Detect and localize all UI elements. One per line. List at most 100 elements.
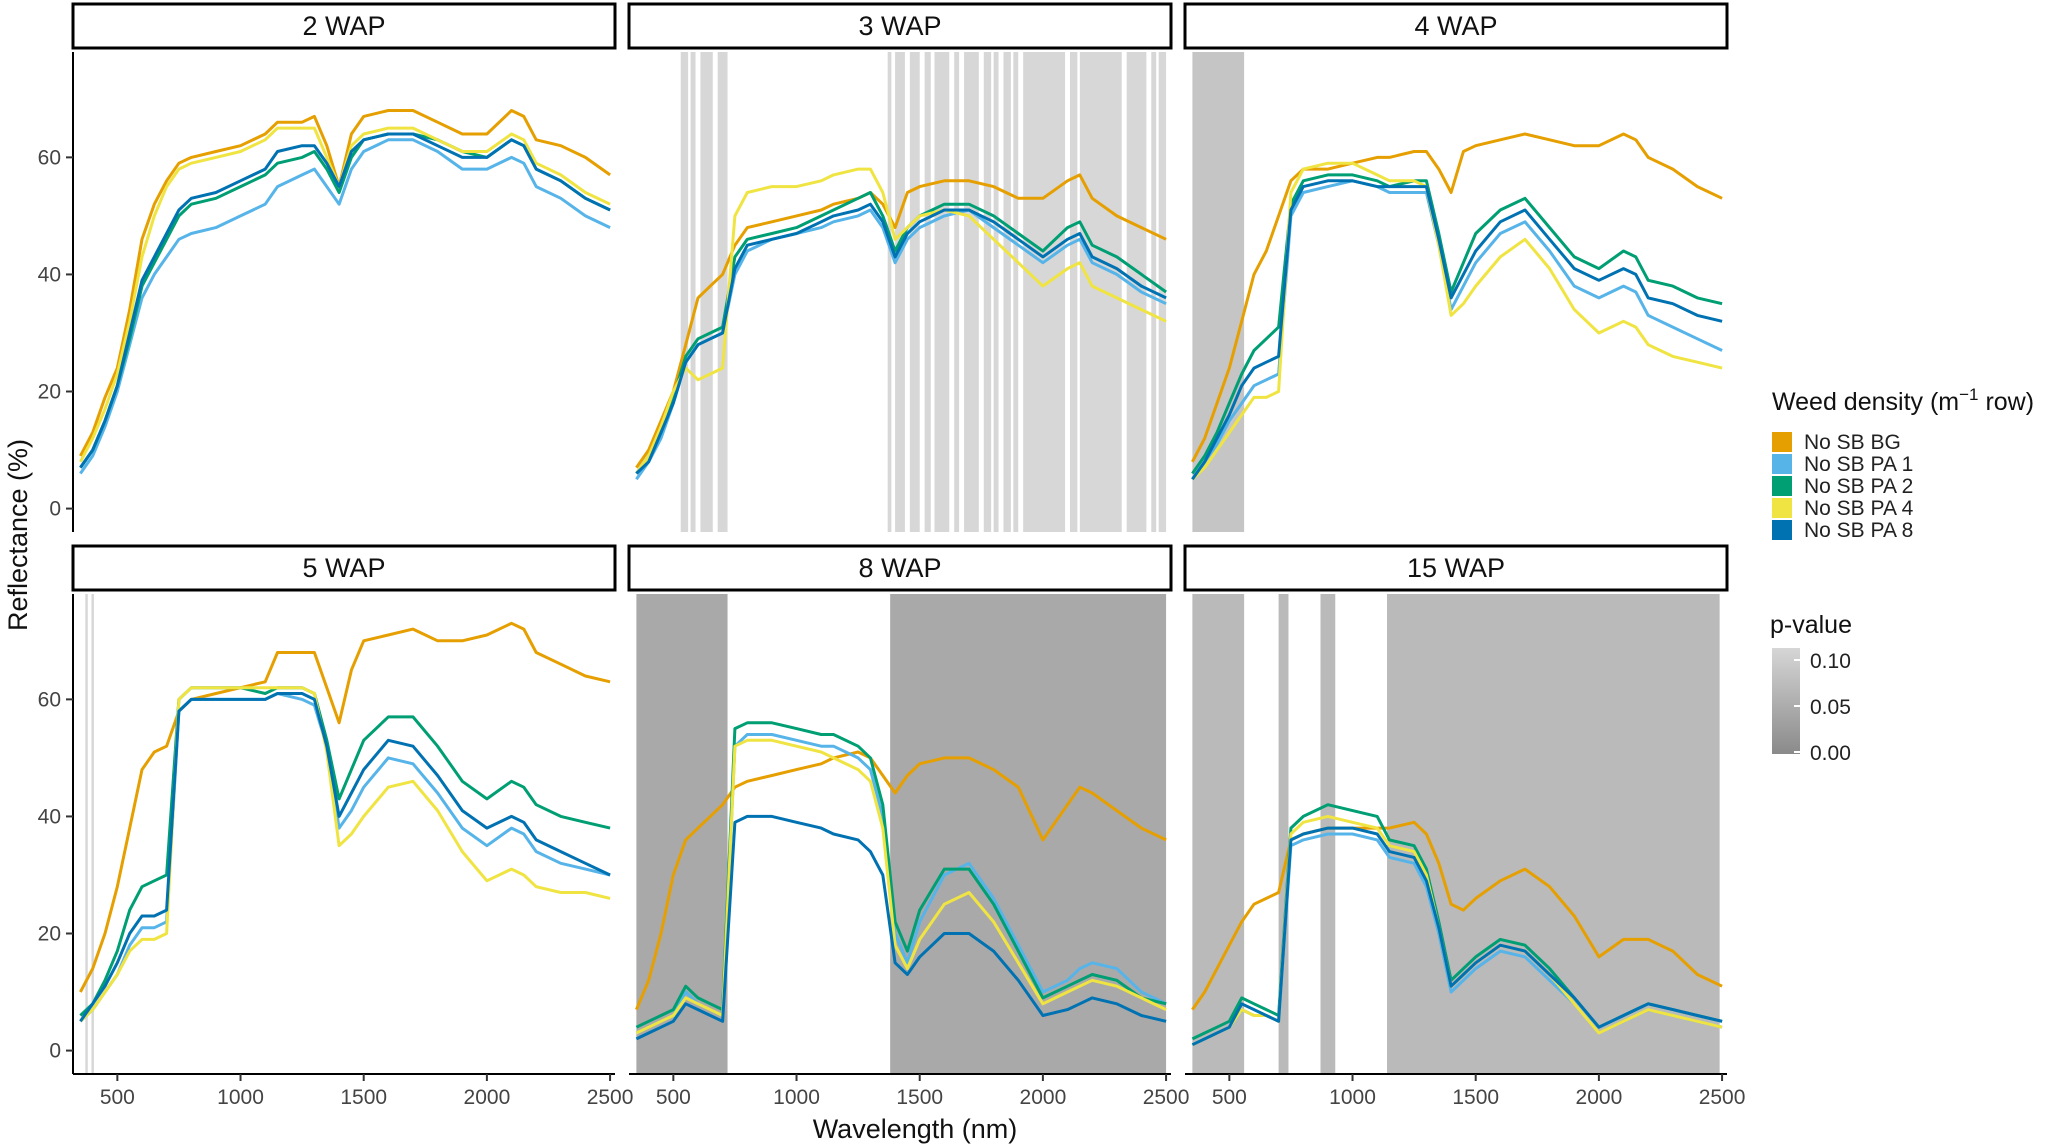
series-line-no-sb-pa-2: [79, 686, 611, 1017]
pvalue-legend-title: p-value: [1770, 611, 1852, 639]
y-tick-label: 40: [38, 263, 61, 286]
series-line-no-sb-pa-2: [635, 721, 1167, 1029]
series-line-no-sb-bg: [1191, 132, 1723, 463]
pvalue-band: [1013, 52, 1019, 532]
facet-title: 15 WAP: [1407, 553, 1505, 583]
x-tick-label: 1500: [340, 1086, 387, 1109]
legend-title: Weed density (m−1 row): [1772, 385, 2034, 416]
series-line-no-sb-pa-8: [635, 202, 1167, 475]
legend-swatch: [1772, 454, 1792, 474]
pvalue-band: [890, 594, 1167, 1074]
pvalue-band: [934, 52, 950, 532]
facet-strip: [1183, 544, 1729, 592]
pvalue-band: [993, 52, 999, 532]
pvalue-label: 0.00: [1810, 742, 1851, 765]
legend-swatch: [1772, 520, 1792, 540]
legend-swatch: [1772, 476, 1792, 496]
pvalue-band: [954, 52, 960, 532]
pvalue-band: [700, 52, 713, 532]
legend-label: No SB PA 4: [1804, 497, 1914, 520]
series-line-no-sb-pa-8: [635, 814, 1167, 1041]
series-line-no-sb-pa-4: [79, 126, 611, 463]
x-tick-label: 1000: [1329, 1086, 1376, 1109]
legend-label: No SB BG: [1804, 431, 1901, 454]
pvalue-labels: 0.10 0.05 0.00: [1794, 650, 1851, 765]
facet-panel: 5 WAP 0 20 40 60 500 1000 1500 2000 2500: [38, 544, 634, 1109]
series-line-no-sb-bg: [1191, 820, 1723, 1011]
legend-title-prefix: Weed density (m: [1772, 388, 1959, 416]
y-axis-title: Reflectance (%): [3, 439, 33, 631]
facet-strip: [627, 544, 1173, 592]
facet-panel: 2 WAP 0 20 40 60: [38, 2, 617, 532]
series-line-no-sb-pa-2: [635, 191, 1167, 475]
x-tick-label: 2500: [587, 1086, 634, 1109]
series-line-no-sb-pa-8: [1191, 179, 1723, 481]
series-line-no-sb-bg: [79, 621, 611, 993]
pvalue-band: [1079, 52, 1122, 532]
x-tick-label: 1500: [896, 1086, 943, 1109]
pvalue-label: 0.05: [1810, 696, 1851, 719]
y-tick-label: 0: [49, 1040, 61, 1063]
y-tick-label: 0: [49, 498, 61, 521]
y-tick-label: 20: [38, 923, 61, 946]
pvalue-band: [680, 52, 689, 532]
x-tick-label: 1000: [217, 1086, 264, 1109]
legend-swatch: [1772, 498, 1792, 518]
facet-title: 2 WAP: [302, 11, 385, 41]
pvalue-band: [1387, 594, 1720, 1074]
pvalue-band: [1069, 52, 1078, 532]
x-tick-label: 1500: [1452, 1086, 1499, 1109]
series-line-no-sb-pa-1: [1191, 179, 1723, 481]
pvalue-band: [690, 52, 696, 532]
facet-strip: [71, 2, 617, 50]
series-line-no-sb-pa-1: [79, 138, 611, 475]
facet-strip: [1183, 2, 1729, 50]
series-line-no-sb-pa-2: [1191, 173, 1723, 475]
pvalue-band: [1278, 594, 1289, 1074]
facet-panel: 4 WAP: [1183, 2, 1729, 532]
legend-label: No SB PA 8: [1804, 519, 1913, 542]
pvalue-colorbar: [1772, 648, 1800, 754]
pvalue-band: [1003, 52, 1011, 532]
facet-strip: [71, 544, 617, 592]
pvalue-band: [1126, 52, 1147, 532]
x-tick-label: 2500: [1143, 1086, 1190, 1109]
facet-title: 8 WAP: [858, 553, 941, 583]
x-axis-title: Wavelength (nm): [813, 1114, 1018, 1144]
facet-panel: 8 WAP 500 1000 1500 2000 2500: [627, 544, 1190, 1109]
pvalue-band: [887, 52, 892, 532]
pvalue-band: [895, 52, 905, 532]
x-tick-label: 2000: [1576, 1086, 1623, 1109]
legend-label: No SB PA 1: [1804, 453, 1913, 476]
series-line-no-sb-pa-4: [635, 738, 1167, 1035]
facet-panel: 3 WAP: [627, 2, 1173, 532]
facet-title: 3 WAP: [858, 11, 941, 41]
pvalue-band: [983, 52, 992, 532]
series-line-no-sb-pa-4: [1191, 161, 1723, 481]
legend-swatch: [1772, 432, 1792, 452]
pvalue-legend: p-value 0.10 0.05 0.00: [1770, 611, 1852, 765]
series-line-no-sb-pa-8: [79, 692, 611, 1023]
y-tick-label: 40: [38, 805, 61, 828]
pvalue-label: 0.10: [1810, 650, 1851, 673]
facet-title: 5 WAP: [302, 553, 385, 583]
legend-label: No SB PA 2: [1804, 475, 1913, 498]
pvalue-band: [909, 52, 920, 532]
facet-strip: [627, 2, 1173, 50]
y-tick-label: 20: [38, 381, 61, 404]
x-tick-label: 500: [100, 1086, 135, 1109]
y-tick-label: 60: [38, 688, 61, 711]
legend-title-superscript: −1: [1959, 385, 1978, 404]
legend-title-suffix: row): [1979, 388, 2035, 416]
series-line-no-sb-bg: [79, 109, 611, 457]
series-line-no-sb-pa-4: [79, 686, 611, 1023]
x-tick-label: 1000: [773, 1086, 820, 1109]
facet-panel: 15 WAP 500 1000 1500 2000 2500: [1183, 544, 1745, 1109]
pvalue-band: [924, 52, 931, 532]
pvalue-band: [1192, 52, 1245, 532]
y-tick-label: 60: [38, 146, 61, 169]
pvalue-band: [91, 594, 94, 1074]
